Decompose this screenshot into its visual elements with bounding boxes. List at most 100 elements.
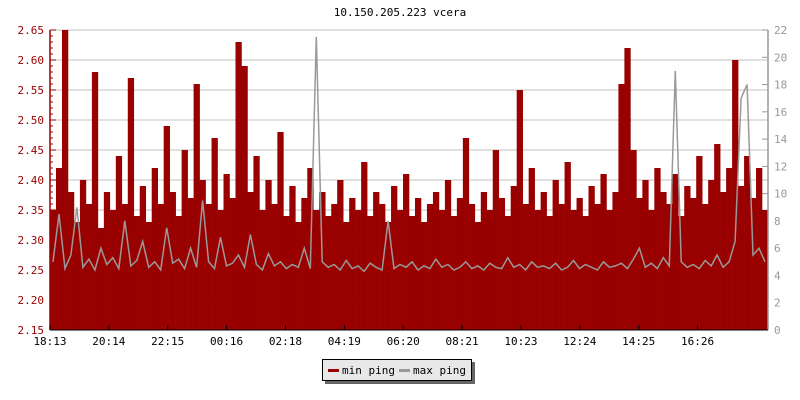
min-ping-bar bbox=[50, 210, 57, 330]
min-ping-bar bbox=[397, 210, 404, 330]
chart-title: 10.150.205.223 vcera bbox=[333, 6, 467, 19]
min-ping-bar bbox=[630, 150, 637, 330]
min-ping-bar bbox=[91, 72, 99, 330]
y-right-tick-label: 16 bbox=[774, 106, 787, 119]
min-ping-bar bbox=[181, 150, 188, 330]
min-ping-bar bbox=[708, 180, 715, 330]
min-ping-bar bbox=[624, 48, 631, 330]
min-ping-bar bbox=[409, 216, 416, 330]
min-ping-bar bbox=[205, 204, 212, 330]
min-ping-bar bbox=[217, 210, 224, 330]
x-tick-label: 20:14 bbox=[92, 335, 125, 348]
min-ping-bar bbox=[277, 132, 284, 330]
y-left-tick-label: 2.30 bbox=[18, 234, 45, 247]
min-ping-bar bbox=[486, 210, 494, 330]
min-ping-bar bbox=[241, 66, 248, 330]
min-ping-bar bbox=[750, 198, 757, 330]
min-ping-bar bbox=[720, 192, 727, 330]
min-ping-bar bbox=[546, 216, 553, 330]
y-left-tick-label: 2.15 bbox=[18, 324, 45, 337]
min-ping-bar bbox=[103, 192, 111, 330]
min-ping-bar bbox=[588, 186, 595, 330]
min-ping-bar bbox=[385, 222, 392, 330]
x-tick-label: 08:21 bbox=[446, 335, 479, 348]
min-ping-bar bbox=[558, 204, 565, 330]
legend-item-max-ping: max ping bbox=[398, 364, 466, 377]
min-ping-bar bbox=[456, 198, 464, 330]
min-ping-bar bbox=[438, 210, 446, 330]
min-ping-bar bbox=[349, 198, 356, 330]
min-ping-bar bbox=[444, 180, 452, 330]
min-ping-bar bbox=[498, 198, 506, 330]
min-ping-bar bbox=[744, 156, 751, 330]
min-ping-bar bbox=[672, 174, 679, 330]
min-ping-bar bbox=[193, 84, 200, 330]
min-ping-bar bbox=[151, 168, 158, 330]
min-ping-bar bbox=[582, 216, 589, 330]
min-ping-bar bbox=[510, 186, 517, 330]
min-ping-bar bbox=[738, 186, 745, 330]
y-right-tick-label: 0 bbox=[774, 324, 781, 337]
min-ping-bar bbox=[600, 174, 607, 330]
min-ping-bar bbox=[61, 30, 69, 330]
min-ping-bar bbox=[139, 186, 147, 330]
min-ping-bar bbox=[420, 222, 428, 330]
min-ping-bar bbox=[85, 204, 93, 330]
min-ping-bar bbox=[642, 180, 649, 330]
min-ping-bar bbox=[480, 192, 488, 330]
min-ping-bar bbox=[199, 180, 206, 330]
min-ping-bar bbox=[337, 180, 344, 330]
min-ping-bar bbox=[714, 144, 721, 330]
min-ping-bar bbox=[534, 210, 541, 330]
y-right-tick-label: 10 bbox=[774, 188, 787, 201]
min-ping-bar bbox=[313, 210, 320, 330]
min-ping-bar bbox=[403, 174, 410, 330]
legend: min ping max ping bbox=[322, 359, 472, 381]
min-ping-bar bbox=[576, 198, 583, 330]
min-ping-bar bbox=[331, 204, 338, 330]
min-ping-bar bbox=[606, 210, 613, 330]
min-ping-bar bbox=[414, 198, 422, 330]
min-ping-bar bbox=[540, 192, 547, 330]
min-ping-bar bbox=[253, 156, 260, 330]
min-ping-bar bbox=[612, 192, 619, 330]
min-ping-bar bbox=[570, 210, 577, 330]
y-left-tick-label: 2.40 bbox=[18, 174, 45, 187]
x-tick-label: 12:24 bbox=[563, 335, 596, 348]
y-left-tick-label: 2.65 bbox=[18, 24, 45, 37]
y-right-tick-label: 12 bbox=[774, 160, 787, 173]
min-ping-bar bbox=[283, 216, 290, 330]
min-ping-bar bbox=[97, 228, 105, 330]
x-tick-label: 04:19 bbox=[328, 335, 361, 348]
min-ping-bar bbox=[468, 204, 476, 330]
y-right-tick-label: 6 bbox=[774, 242, 781, 255]
min-ping-bar bbox=[121, 204, 129, 330]
min-ping-bar bbox=[145, 222, 153, 330]
min-ping-bar bbox=[684, 186, 691, 330]
legend-label: min ping bbox=[342, 363, 395, 377]
min-ping-bar bbox=[660, 192, 667, 330]
min-ping-bar bbox=[127, 78, 135, 330]
x-tick-label: 14:25 bbox=[622, 335, 655, 348]
min-ping-bar bbox=[474, 222, 482, 330]
y-right-tick-label: 20 bbox=[774, 51, 787, 64]
min-ping-bar bbox=[618, 84, 625, 330]
min-ping-bar bbox=[67, 192, 75, 330]
legend-swatch bbox=[328, 368, 339, 372]
min-ping-bar bbox=[373, 192, 380, 330]
y-right-tick-label: 2 bbox=[774, 297, 781, 310]
min-ping-bar bbox=[355, 210, 362, 330]
min-ping-bar bbox=[504, 216, 512, 330]
legend-swatch bbox=[398, 368, 410, 372]
x-tick-label: 18:13 bbox=[33, 335, 66, 348]
min-ping-bar bbox=[115, 156, 123, 330]
min-ping-bar bbox=[211, 138, 218, 330]
min-ping-bar bbox=[343, 222, 350, 330]
x-tick-label: 00:16 bbox=[210, 335, 243, 348]
min-ping-bar bbox=[223, 174, 230, 330]
y-left-tick-label: 2.50 bbox=[18, 114, 45, 127]
y-left-tick-label: 2.35 bbox=[18, 204, 45, 217]
min-ping-bar bbox=[516, 90, 523, 330]
